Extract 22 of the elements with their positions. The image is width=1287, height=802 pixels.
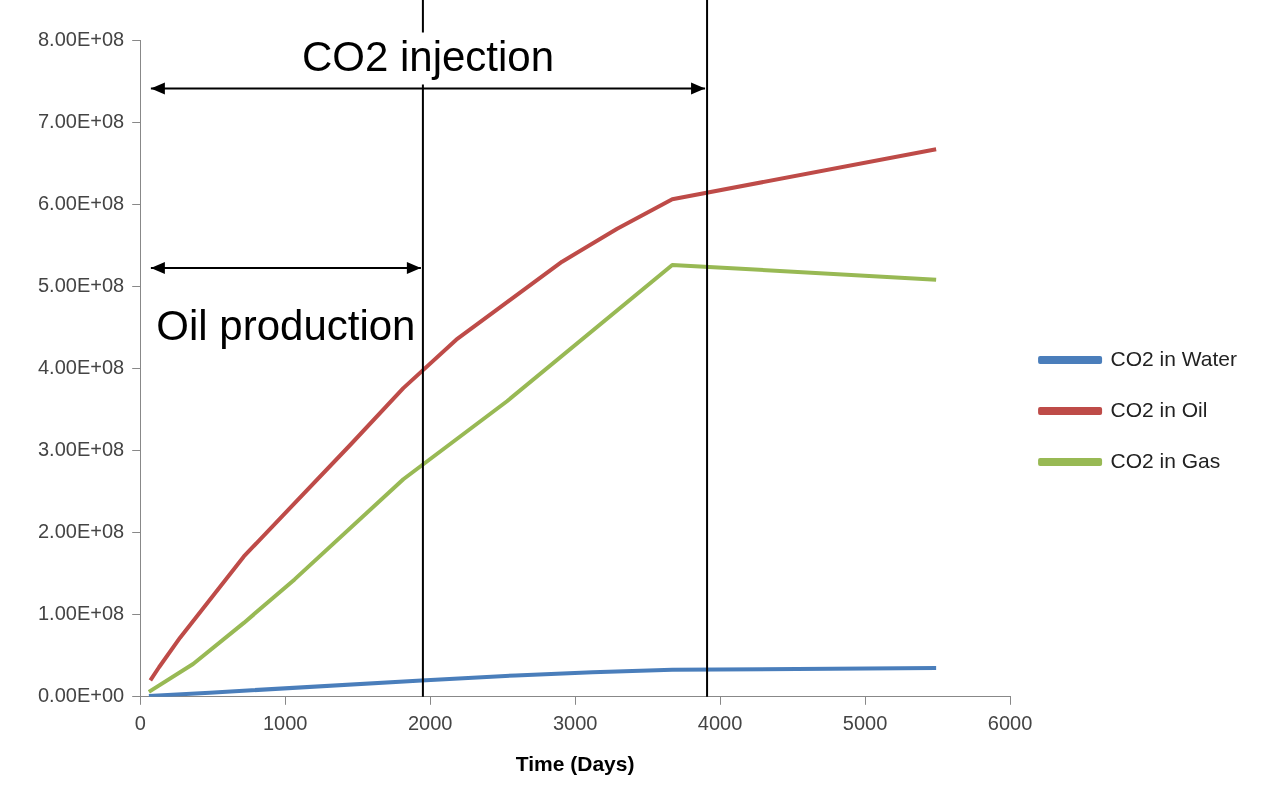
x-axis-title: Time (Days) (515, 752, 635, 776)
x-tick-label: 1000 (262, 712, 308, 735)
y-tick-label: 1.00E+08 (37, 602, 125, 625)
y-tick-label: 8.00E+08 (37, 27, 125, 50)
x-tick-label: 6000 (987, 712, 1033, 735)
x-tick-label: 5000 (842, 712, 888, 735)
legend-label: CO2 in Water (1110, 346, 1238, 370)
y-tick-label: 3.00E+08 (37, 438, 125, 461)
x-tick-label: 3000 (552, 712, 598, 735)
y-tick-label: 6.00E+08 (37, 191, 125, 214)
y-tick-label: 2.00E+08 (37, 520, 125, 543)
y-tick-label: 7.00E+08 (37, 109, 125, 132)
annotation: Oil production (156, 302, 416, 350)
y-tick-label: 5.00E+08 (37, 273, 125, 296)
legend-label: CO2 in Gas (1110, 448, 1221, 472)
legend-label: CO2 in Oil (1110, 397, 1208, 421)
annotation: CO2 injection (301, 33, 555, 81)
x-tick-label: 4000 (697, 712, 743, 735)
y-tick-label: 4.00E+08 (37, 355, 125, 378)
y-tick-label: 0.00E+00 (37, 684, 125, 707)
x-tick-label: 0 (134, 712, 146, 735)
x-tick-label: 2000 (407, 712, 453, 735)
